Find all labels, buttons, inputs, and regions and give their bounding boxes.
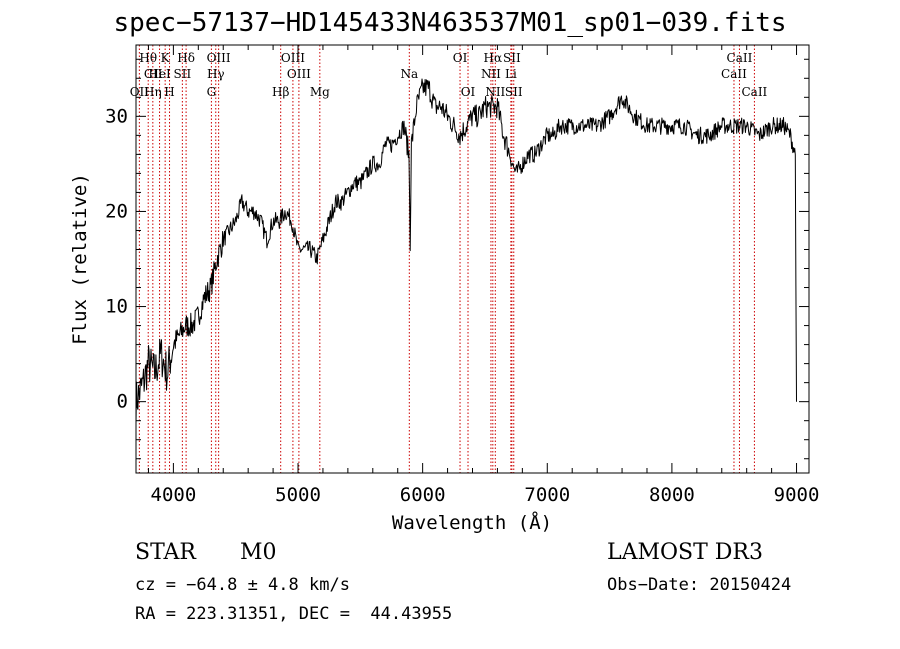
redshift-cz: cz = −64.8 ± 4.8 km/s (135, 575, 350, 595)
line-label: CII (144, 67, 163, 81)
y-axis-label: Flux (relative) (69, 173, 91, 345)
line-label: CaII (721, 67, 747, 81)
axis-tick-labels: 4000 5000 6000 7000 8000 9000 0 10 20 30 (105, 105, 819, 506)
line-label: Hδ (177, 51, 195, 65)
line-label: OIII (281, 51, 305, 65)
line-label: OIII (287, 67, 311, 81)
line-label: OI (453, 51, 468, 65)
x-axis-label: Wavelength (Å) (392, 511, 552, 534)
line-label: Hα (484, 51, 503, 65)
line-label: K (161, 51, 171, 65)
line-label: H (164, 85, 174, 99)
line-label: Hβ (272, 85, 289, 99)
object-subclass: M0 (240, 540, 277, 565)
line-label: SII (174, 67, 192, 81)
observation-date: Obs−Date: 20150424 (607, 575, 792, 595)
line-label: Hη (144, 85, 162, 99)
x-tick-label: 5000 (275, 484, 321, 506)
spectrum-line (135, 78, 797, 424)
line-label: Na (400, 67, 418, 81)
line-label: CaII (741, 85, 767, 99)
x-tick-label: 4000 (151, 484, 197, 506)
line-label: SII (505, 85, 523, 99)
y-tick-label: 20 (105, 200, 128, 222)
object-class: STAR (135, 540, 196, 565)
line-label: Mg (310, 85, 330, 99)
line-label: OIII (207, 51, 231, 65)
x-tick-label: 8000 (649, 484, 695, 506)
y-tick-label: 0 (117, 391, 128, 413)
line-label: Li (505, 67, 517, 81)
coordinates: RA = 223.31351, DEC = 44.43955 (135, 604, 453, 624)
plot-frame (135, 44, 810, 474)
x-tick-label: 7000 (524, 484, 570, 506)
line-label: SII (503, 51, 521, 65)
line-label: G (207, 85, 217, 99)
chart-title: spec−57137−HD145433N463537M01_sp01−039.f… (113, 8, 787, 38)
line-label: NII (481, 67, 501, 81)
survey-name: LAMOST DR3 (607, 540, 763, 565)
line-label: Hγ (207, 67, 225, 81)
line-label: HeI (148, 67, 171, 81)
line-label: OII (130, 85, 150, 99)
y-tick-label: 30 (105, 105, 128, 127)
x-tick-label: 6000 (400, 484, 446, 506)
line-label: NII (485, 85, 505, 99)
line-label: CaII (727, 51, 753, 65)
line-label: OI (461, 85, 476, 99)
axis-ticks (136, 45, 809, 473)
line-label: Hθ (139, 51, 157, 65)
x-tick-label: 9000 (774, 484, 820, 506)
y-tick-label: 10 (105, 296, 128, 318)
